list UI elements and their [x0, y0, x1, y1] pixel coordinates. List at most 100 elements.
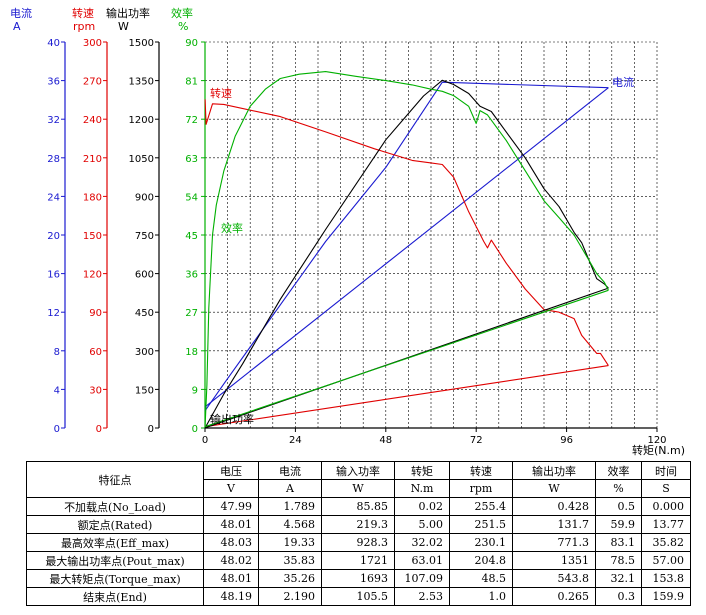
- axes: 0481216202428323640030609012015018021024…: [47, 38, 666, 446]
- table-cell: 48.19: [203, 587, 259, 606]
- table-cell: 107.09: [394, 569, 450, 588]
- table-row: 最大输出功率点(Pout_max) 48.02 35.83 1721 63.01 204.…: [26, 551, 691, 570]
- table-cell: 35.82: [641, 533, 691, 552]
- table-cell: 131.7: [512, 515, 596, 534]
- table-cell: 1693: [321, 569, 395, 588]
- table-unit-cell: S: [641, 479, 691, 498]
- table-row-label: 最大转矩点(Torque_max): [26, 569, 204, 588]
- table-cell: 0.5: [595, 497, 642, 516]
- table-row-label: 最高效率点(Eff_max): [26, 533, 204, 552]
- efficiency-tick-label: 81: [185, 77, 198, 88]
- speed-tick-label: 30: [89, 385, 102, 396]
- speed-tick-label: 300: [83, 38, 102, 49]
- table-cell: 219.3: [321, 515, 395, 534]
- table-cell: 1351: [512, 551, 596, 570]
- series-line-3: [204, 365, 609, 428]
- table-cell: 4.568: [258, 515, 322, 534]
- table-cell: 2.53: [394, 587, 450, 606]
- speed-tick-label: 150: [83, 231, 102, 242]
- power-tick-label: 900: [135, 192, 154, 203]
- efficiency-tick-label: 18: [185, 347, 198, 358]
- table-unit-cell: %: [595, 479, 642, 498]
- table-cell: 1.789: [258, 497, 322, 516]
- table-cell: 63.01: [394, 551, 450, 570]
- speed-tick-label: 60: [89, 347, 102, 358]
- speed-axis-unit: rpm: [73, 20, 95, 33]
- table-cell: 13.77: [641, 515, 691, 534]
- current-tick-label: 24: [47, 192, 60, 203]
- table-row-label: 最大输出功率点(Pout_max): [26, 551, 204, 570]
- table-cell: 0.3: [595, 587, 642, 606]
- power-tick-label: 1350: [129, 77, 154, 88]
- speed-tick-label: 270: [83, 77, 102, 88]
- curves: [204, 71, 609, 429]
- efficiency-tick-label: 36: [185, 270, 198, 281]
- table-unit-cell: W: [512, 479, 596, 498]
- table-header-cell: 转矩: [394, 461, 450, 480]
- series-line-7: [204, 289, 609, 428]
- table-cell: 78.5: [595, 551, 642, 570]
- table-header-cell: 特征点: [26, 461, 204, 498]
- table-cell: 771.3: [512, 533, 596, 552]
- power-axis-unit: W: [118, 20, 129, 33]
- table-row: 最高效率点(Eff_max) 48.03 19.33 928.3 32.02 230.1 7…: [26, 533, 691, 552]
- current-tick-label: 16: [47, 270, 60, 281]
- efficiency-tick-label: 54: [185, 192, 198, 203]
- efficiency-tick-label: 72: [185, 115, 198, 126]
- table-unit-cell: W: [321, 479, 395, 498]
- table-cell: 5.00: [394, 515, 450, 534]
- table-header-cell: 电流: [258, 461, 322, 480]
- table-header-cell: 电压: [203, 461, 259, 480]
- table-cell: 48.5: [449, 569, 513, 588]
- table-unit-cell: V: [203, 479, 259, 498]
- current-tick-label: 4: [54, 385, 60, 396]
- table-cell: 0.265: [512, 587, 596, 606]
- table-cell: 255.4: [449, 497, 513, 516]
- table-cell: 153.8: [641, 569, 691, 588]
- series-line-2: [204, 99, 609, 366]
- table-cell: 230.1: [449, 533, 513, 552]
- efficiency-curve-label: 效率: [221, 221, 243, 235]
- speed-tick-label: 120: [83, 270, 102, 281]
- table-cell: 47.99: [203, 497, 259, 516]
- table-unit-cell: A: [258, 479, 322, 498]
- table-cell: 1721: [321, 551, 395, 570]
- table-cell: 85.85: [321, 497, 395, 516]
- table-cell: 48.01: [203, 569, 259, 588]
- efficiency-tick-label: 45: [185, 231, 198, 242]
- power-tick-label: 0: [148, 424, 154, 435]
- power-axis-title: 输出功率: [106, 6, 150, 20]
- table-cell: 1.0: [449, 587, 513, 606]
- current-tick-label: 0: [54, 424, 60, 435]
- table-cell: 928.3: [321, 533, 395, 552]
- x-tick-label: 96: [560, 435, 573, 446]
- current-tick-label: 8: [54, 347, 60, 358]
- table-row: 结束点(End) 48.19 2.190 105.5 2.53 1.0 0.265 0.3 15…: [26, 587, 691, 606]
- x-axis-title: 转矩(N.m): [632, 443, 685, 457]
- table-header-cell: 输入功率: [321, 461, 395, 480]
- power-tick-label: 1500: [129, 38, 154, 49]
- speed-curve-label: 转速: [210, 86, 232, 100]
- table-cell: 0.02: [394, 497, 450, 516]
- characteristic-points-table: 特征点 电压 电流 输入功率 转矩 转速 输出功率 效率 时间 V A W N.m rpm W% S 不加载…: [26, 461, 691, 606]
- table-cell: 35.26: [258, 569, 322, 588]
- table-unit-cell: rpm: [449, 479, 513, 498]
- power-tick-label: 600: [135, 270, 154, 281]
- table-cell: 543.8: [512, 569, 596, 588]
- x-tick-label: 48: [379, 435, 392, 446]
- table-row: 不加载点(No_Load) 47.99 1.789 85.85 0.02 255.4 0.4…: [26, 497, 691, 516]
- speed-tick-label: 210: [83, 154, 102, 165]
- current-tick-label: 32: [47, 115, 60, 126]
- series-line-0: [204, 81, 609, 412]
- table-cell: 48.02: [203, 551, 259, 570]
- table-cell: 32.02: [394, 533, 450, 552]
- table-cell: 19.33: [258, 533, 322, 552]
- current-tick-label: 28: [47, 154, 60, 165]
- table-cell: 48.03: [203, 533, 259, 552]
- table-row-label: 额定点(Rated): [26, 515, 204, 534]
- efficiency-tick-label: 90: [185, 38, 198, 49]
- x-tick-label: 120: [647, 435, 666, 446]
- speed-axis-title: 转速: [72, 6, 94, 20]
- table-header-cell: 转速: [449, 461, 513, 480]
- table-cell: 204.8: [449, 551, 513, 570]
